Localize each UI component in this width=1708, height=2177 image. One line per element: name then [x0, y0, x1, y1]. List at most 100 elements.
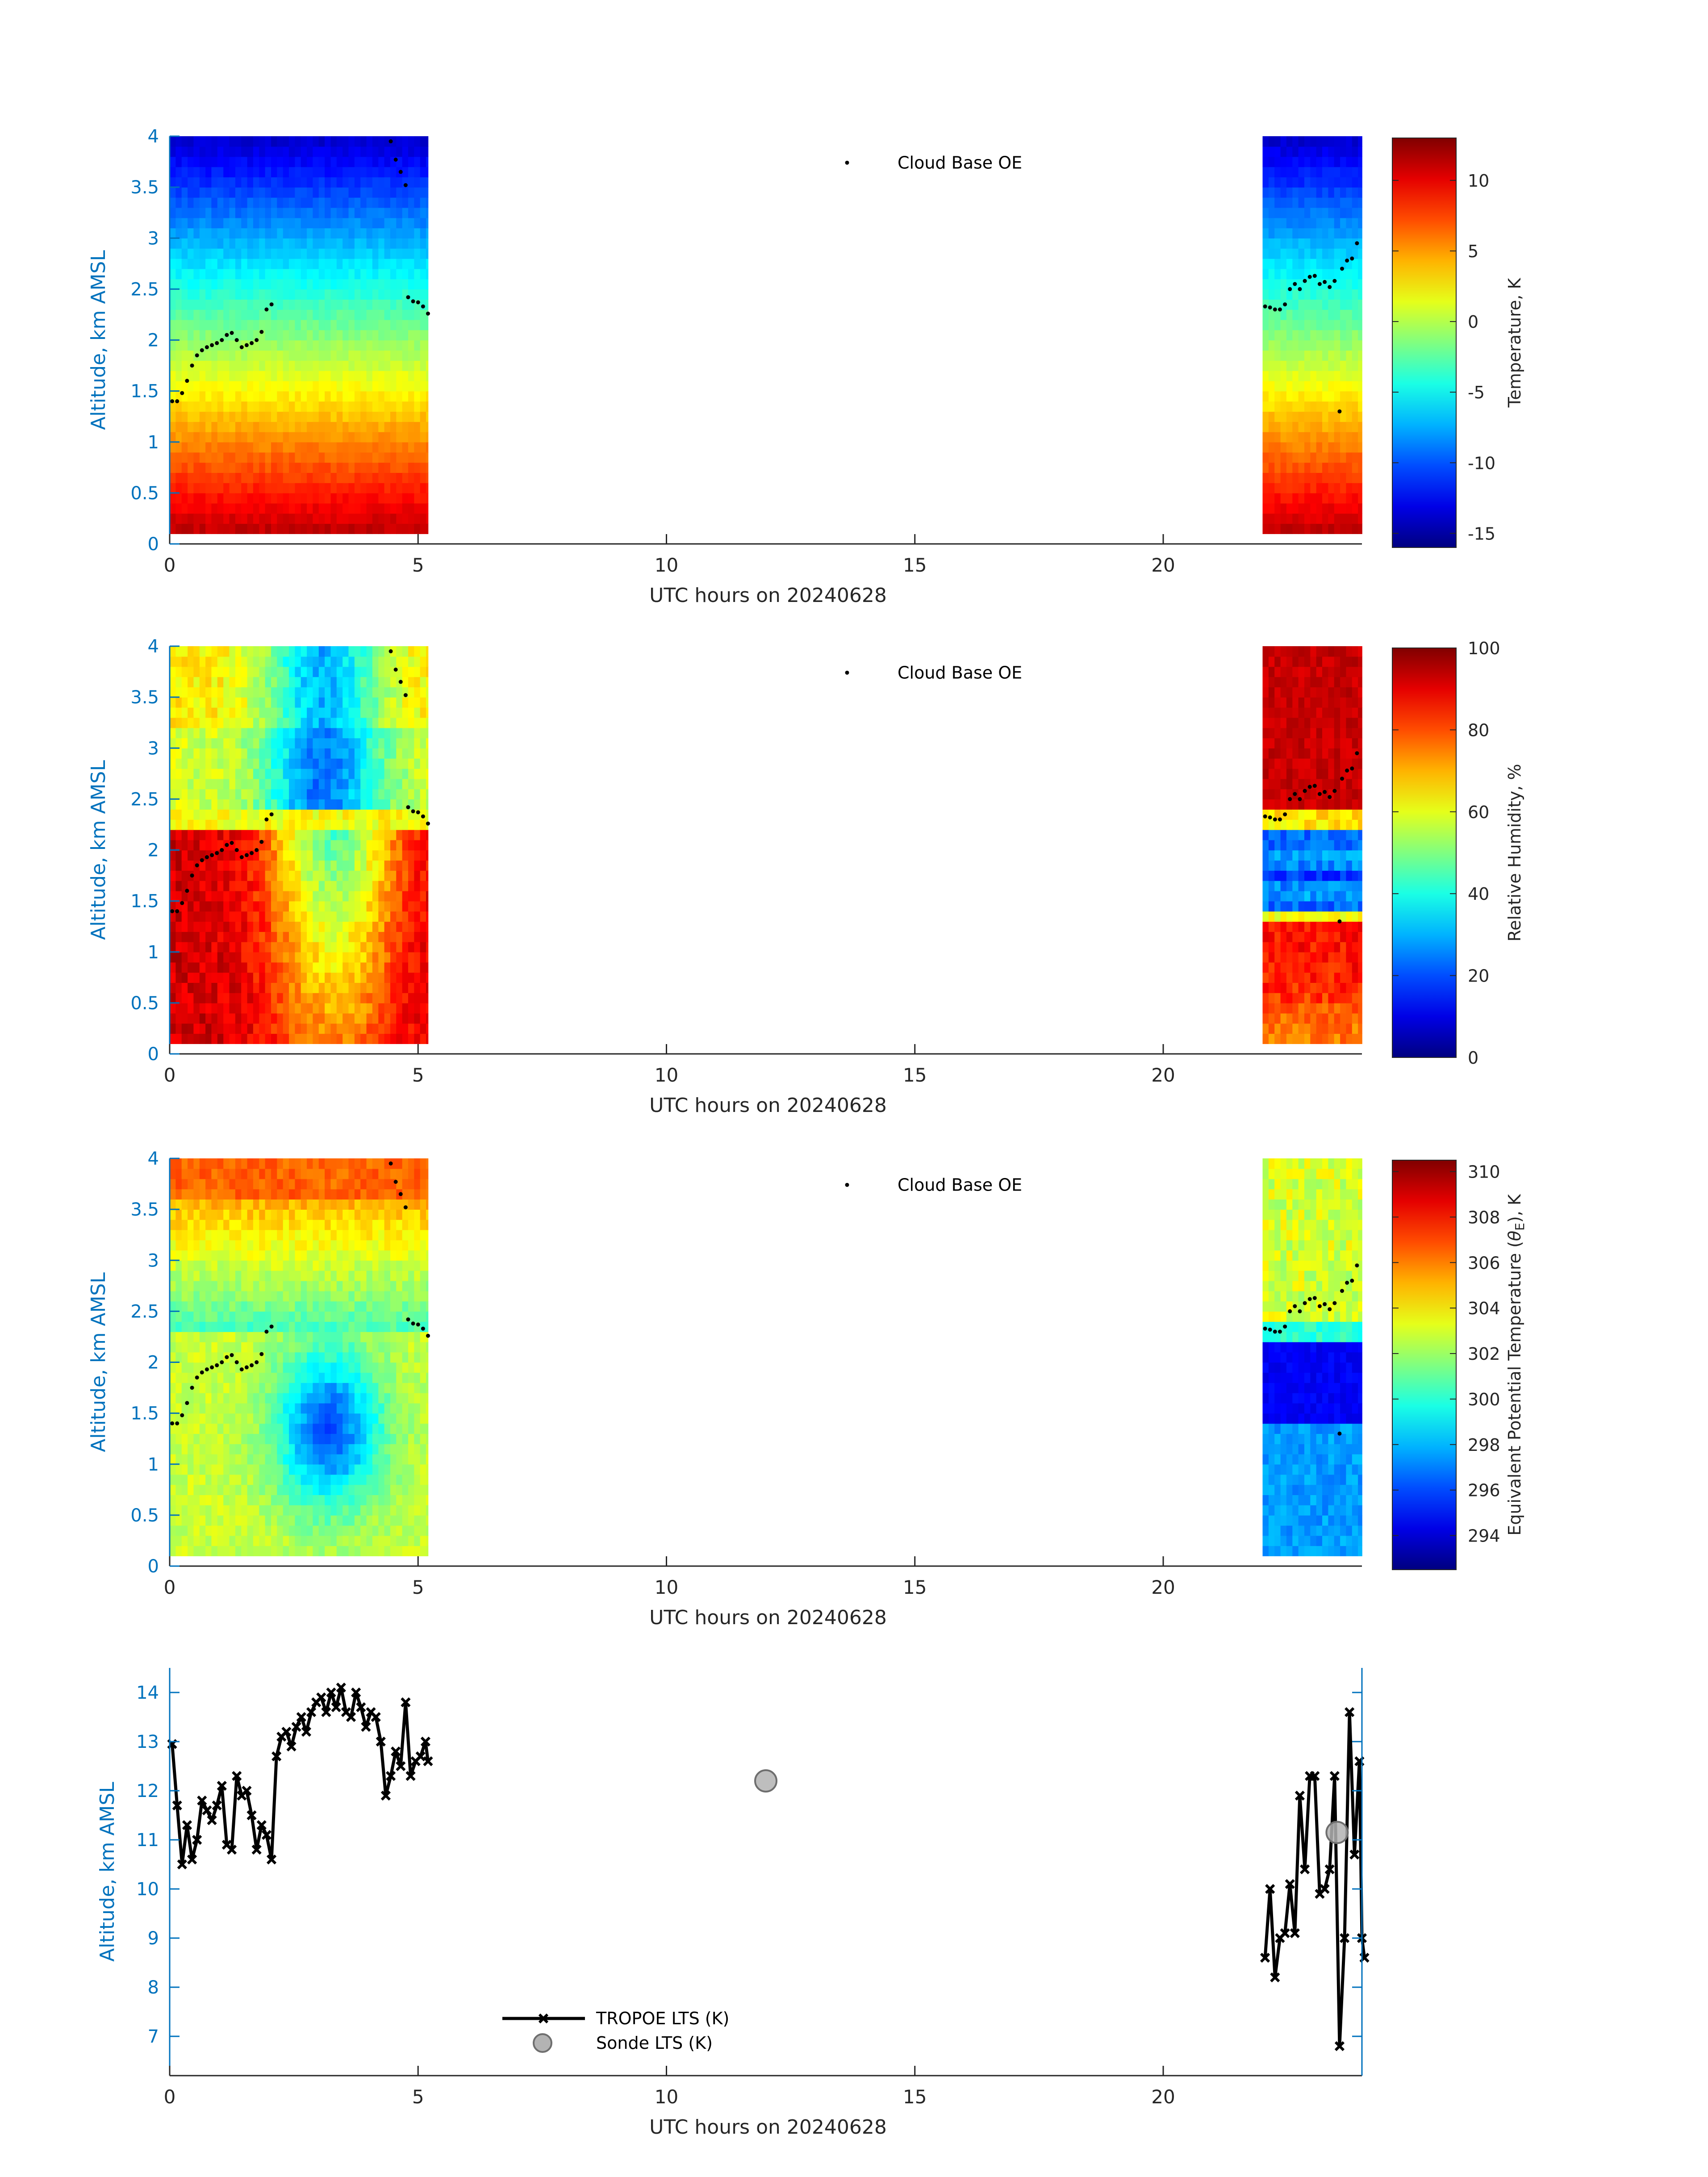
heatmap-cell [205, 513, 212, 524]
heatmap-cell [336, 656, 343, 667]
heatmap-cell [188, 717, 194, 728]
heatmap-cell [318, 422, 325, 432]
heatmap-cell [1328, 360, 1335, 371]
heatmap-cell [283, 809, 289, 820]
heatmap-cell [170, 1423, 176, 1434]
heatmap-cell [426, 738, 429, 748]
heatmap-cell [325, 146, 331, 157]
heatmap-cell [193, 799, 200, 810]
heatmap-cell [277, 921, 284, 932]
heatmap-cell [1298, 1003, 1305, 1014]
heatmap-cell [1322, 748, 1329, 759]
heatmap-cell [247, 677, 254, 688]
heatmap-cell [336, 431, 343, 443]
heatmap-cell [289, 941, 296, 953]
heatmap-cell [378, 472, 385, 483]
heatmap-cell [307, 962, 313, 973]
heatmap-cell [235, 411, 242, 422]
heatmap-cell [378, 442, 385, 453]
heatmap-cell [420, 156, 426, 167]
heatmap-cell [366, 799, 373, 810]
heatmap-cell [205, 748, 212, 759]
heatmap-cell [235, 523, 242, 534]
heatmap-cell [271, 911, 278, 922]
heatmap-cell [348, 411, 355, 422]
heatmap-cell [1292, 727, 1299, 739]
heatmap-cell [253, 523, 259, 534]
heatmap-cell [241, 380, 248, 392]
cloud-base-points [170, 139, 1359, 414]
heatmap-cell [1358, 350, 1362, 361]
heatmap-cell [378, 687, 385, 698]
heatmap-cell [1352, 258, 1358, 269]
heatmap-cell [1316, 380, 1323, 392]
heatmap-cell [217, 870, 224, 881]
heatmap-cell [170, 483, 176, 493]
cloud-base-point [1312, 784, 1317, 788]
heatmap-cell [289, 146, 296, 157]
heatmap-cell [396, 401, 403, 412]
heatmap-cell [426, 1023, 429, 1034]
cloud-base-point [185, 889, 189, 893]
heatmap-cell [283, 472, 289, 483]
heatmap-cell [354, 371, 361, 381]
heatmap-cell [199, 860, 206, 871]
heatmap-cell [1334, 1033, 1341, 1044]
heatmap-cell [1292, 523, 1299, 534]
heatmap-cell [1280, 483, 1287, 493]
heatmap-cell [217, 697, 224, 708]
heatmap-cell [1292, 483, 1299, 493]
heatmap-cell [1262, 411, 1269, 422]
heatmap-cell [253, 391, 259, 402]
heatmap-cell [271, 840, 278, 851]
heatmap-cell [181, 289, 188, 300]
heatmap-cell [283, 401, 289, 412]
heatmap-cell [170, 319, 176, 330]
heatmap-cell [1322, 350, 1329, 361]
heatmap-cell [235, 279, 242, 290]
heatmap-cell [1304, 972, 1311, 983]
heatmap-cell [241, 483, 248, 493]
heatmap-cell [247, 840, 254, 851]
x-tick-label: 0 [164, 554, 176, 576]
heatmap-cell [384, 1033, 391, 1044]
heatmap-cell [205, 146, 212, 157]
heatmap-cell [307, 1023, 313, 1034]
heatmap-cell [1274, 452, 1281, 463]
heatmap-cell [1340, 962, 1347, 973]
heatmap-cell [307, 707, 313, 718]
heatmap-cell [1358, 748, 1362, 759]
cloud-base-point [1288, 797, 1292, 801]
heatmap-cell [193, 1033, 200, 1044]
heatmap-cell [1304, 309, 1311, 320]
heatmap-cell [348, 483, 355, 493]
heatmap-cell [217, 1033, 224, 1044]
heatmap-cell [325, 156, 331, 167]
heatmap-cell [402, 921, 409, 932]
heatmap-cell [235, 727, 242, 739]
heatmap-cell [408, 248, 415, 259]
heatmap-cell [289, 156, 296, 167]
heatmap-cell [307, 656, 313, 667]
heatmap-cell [1322, 932, 1329, 942]
heatmap-cell [241, 422, 248, 432]
heatmap-cell [193, 146, 200, 157]
heatmap-cell [295, 360, 301, 371]
heatmap-cell [1334, 177, 1341, 188]
heatmap-cell [420, 748, 426, 759]
heatmap-cell [1292, 748, 1299, 759]
heatmap-cell [1346, 687, 1353, 698]
heatmap-cell [354, 778, 361, 790]
heatmap-cell [277, 778, 284, 790]
heatmap-cell [253, 289, 259, 300]
heatmap-cell [1298, 371, 1305, 381]
heatmap-cell [1352, 972, 1358, 983]
heatmap-cell [241, 248, 248, 259]
heatmap-cell [330, 677, 337, 688]
heatmap-cell [414, 156, 421, 167]
heatmap-cell [259, 911, 266, 922]
heatmap-cell [1310, 1003, 1317, 1014]
heatmap-cell [211, 371, 218, 381]
heatmap-cell [253, 911, 259, 922]
heatmap-cell [307, 972, 313, 983]
